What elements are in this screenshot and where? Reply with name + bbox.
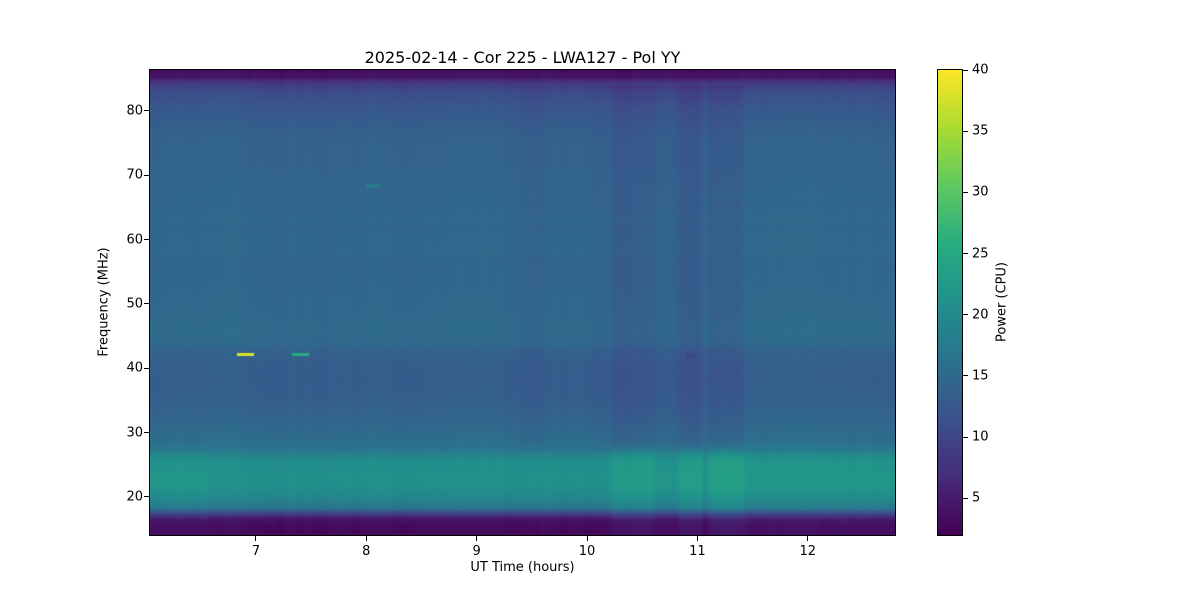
y-tick-label: 80	[126, 103, 143, 119]
y-tick-mark	[144, 239, 149, 241]
y-tick-label: 40	[126, 360, 143, 376]
colorbar	[938, 70, 962, 535]
y-tick-label: 70	[126, 167, 143, 183]
colorbar-tick-mark	[963, 69, 968, 71]
colorbar-tick-mark	[963, 436, 968, 438]
colorbar-tick-label: 35	[972, 123, 989, 139]
colorbar-tick-mark	[963, 497, 968, 499]
x-tick-mark	[807, 536, 809, 541]
x-tick-mark	[476, 536, 478, 541]
colorbar-tick-mark	[963, 375, 968, 377]
colorbar-tick-mark	[963, 191, 968, 193]
x-tick-label: 10	[578, 544, 596, 559]
x-tick-label: 12	[799, 544, 817, 559]
x-axis-label: UT Time (hours)	[470, 560, 575, 575]
x-tick-mark	[696, 536, 698, 541]
colorbar-label: Power (CPU)	[994, 261, 1010, 343]
x-tick-label: 9	[472, 544, 481, 559]
colorbar-tick-label: 15	[972, 368, 989, 384]
colorbar-tick-label: 30	[972, 184, 989, 200]
y-tick-label: 60	[126, 232, 143, 248]
colorbar-tick-label: 20	[972, 307, 989, 323]
y-tick-mark	[144, 432, 149, 434]
colorbar-tick-mark	[963, 253, 968, 255]
y-tick-mark	[144, 303, 149, 305]
y-tick-mark	[144, 496, 149, 498]
x-tick-mark	[586, 536, 588, 541]
colorbar-tick-label: 10	[972, 429, 989, 445]
colorbar-tick-mark	[963, 130, 968, 132]
x-tick-mark	[365, 536, 367, 541]
colorbar-tick-label: 5	[972, 490, 981, 506]
y-tick-label: 20	[126, 489, 143, 505]
colorbar-tick-label: 40	[972, 62, 989, 78]
y-tick-label: 50	[126, 296, 143, 312]
y-tick-mark	[144, 367, 149, 369]
x-tick-mark	[255, 536, 257, 541]
colorbar-tick-mark	[963, 314, 968, 316]
figure-title: 2025-02-14 - Cor 225 - LWA127 - Pol YY	[364, 48, 681, 67]
x-tick-label: 7	[251, 544, 261, 559]
y-tick-label: 30	[126, 425, 143, 441]
x-tick-label: 11	[689, 544, 706, 559]
spectrogram-heatmap	[150, 70, 895, 535]
y-tick-mark	[144, 174, 149, 176]
x-tick-label: 8	[362, 544, 371, 559]
colorbar-tick-label: 25	[972, 246, 989, 262]
y-tick-mark	[144, 110, 149, 112]
